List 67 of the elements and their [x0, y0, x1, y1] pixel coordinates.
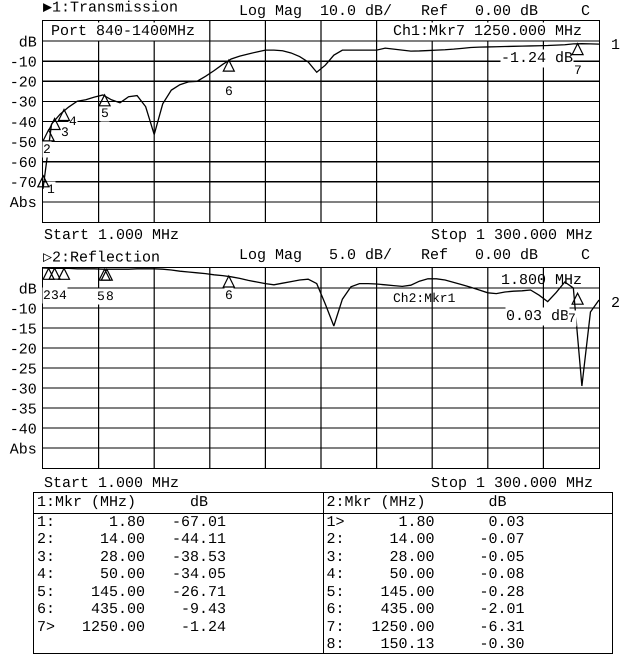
annotation: 8: [106, 289, 114, 304]
annotation: 7: [574, 63, 582, 78]
y-tick-label: dB: [18, 281, 37, 298]
text: Ref 0.00 dB: [421, 3, 538, 20]
y-tick-label: -40: [10, 114, 37, 132]
text: C: [581, 3, 590, 20]
y-tick-label: -60: [10, 154, 37, 172]
annotation: 7: [568, 311, 576, 326]
text: 6: 435.00 -2.01: [326, 601, 526, 618]
text: 1> 1.80 0.03: [326, 514, 526, 531]
y-tick-label: -20: [10, 341, 37, 358]
y-tick-label: -30: [10, 94, 37, 112]
text: 8: 150.13 -0.30: [326, 636, 526, 654]
text: 5: 145.00 -26.71: [36, 584, 228, 601]
text: 7> 1250.00 -1.24: [36, 618, 228, 636]
annotation: 5: [97, 289, 105, 304]
annotation: 4: [69, 114, 77, 129]
text: Log Mag 10.0 dB/: [239, 3, 392, 20]
chart-title: ▶1:Transmission: [43, 0, 178, 16]
text: Stop 1 300.000 MHz: [431, 227, 594, 244]
text: 1: [611, 37, 620, 54]
text: 2: [611, 295, 620, 312]
text: Stop 1 300.000 MHz: [431, 475, 594, 492]
annotation: 6: [225, 84, 233, 99]
annotation: 0.03 dB: [506, 308, 570, 325]
text: 5: 145.00 -0.28: [326, 584, 526, 601]
y-tick-label: -50: [10, 134, 37, 152]
text: Start 1.000 MHz: [44, 227, 180, 244]
chart-title: ▷2:Reflection: [43, 250, 160, 266]
text: Ref 0.00 dB: [421, 247, 538, 264]
text: 3: 28.00 -0.05: [326, 548, 526, 566]
y-tick-label: -10: [10, 54, 37, 72]
annotation: 4: [59, 288, 67, 303]
annotation: -1.24 dB: [501, 50, 574, 67]
annotation: Ch1:Mkr7 1250.000 MHz: [393, 23, 582, 40]
annotation: Port 840-1400MHz: [51, 23, 196, 40]
text: 2: 14.00 -44.11: [36, 531, 228, 548]
y-tick-label: -30: [10, 381, 37, 398]
annotation: 2: [43, 142, 51, 157]
text: 1: 1.80 -67.01: [36, 514, 228, 531]
annotation: 1: [47, 182, 55, 197]
text: C: [581, 247, 590, 264]
annotation: 5: [101, 106, 109, 121]
text: 7: 1250.00 -6.31: [326, 618, 526, 636]
y-tick-label: dB: [18, 34, 37, 52]
text: 2: 14.00 -0.07: [326, 531, 526, 548]
y-tick-label: Abs: [10, 195, 37, 212]
text: 1:Mkr (MHz) dB: [34, 493, 322, 514]
annotation: 6: [225, 288, 233, 303]
annotation: 3: [61, 125, 69, 140]
text: 2:Mkr (MHz) dB: [324, 493, 612, 514]
y-tick-label: -40: [10, 421, 37, 438]
text: 4: 50.00 -0.08: [326, 566, 526, 584]
y-tick-label: -15: [10, 321, 37, 338]
text: Log Mag 5.0 dB/: [239, 247, 392, 264]
text: 4: 50.00 -34.05: [36, 566, 228, 584]
y-tick-label: Abs: [10, 441, 37, 458]
annotation: 3: [51, 288, 59, 303]
y-tick-label: -10: [10, 301, 37, 318]
y-tick-label: -70: [10, 175, 37, 192]
text: Start 1.000 MHz: [44, 475, 180, 492]
y-tick-label: -25: [10, 361, 37, 378]
y-tick-label: -35: [10, 401, 37, 418]
text: 6: 435.00 -9.43: [36, 601, 228, 618]
y-tick-label: -20: [10, 74, 37, 92]
annotation: 2: [43, 288, 51, 303]
text: 3: 28.00 -38.53: [36, 548, 228, 566]
